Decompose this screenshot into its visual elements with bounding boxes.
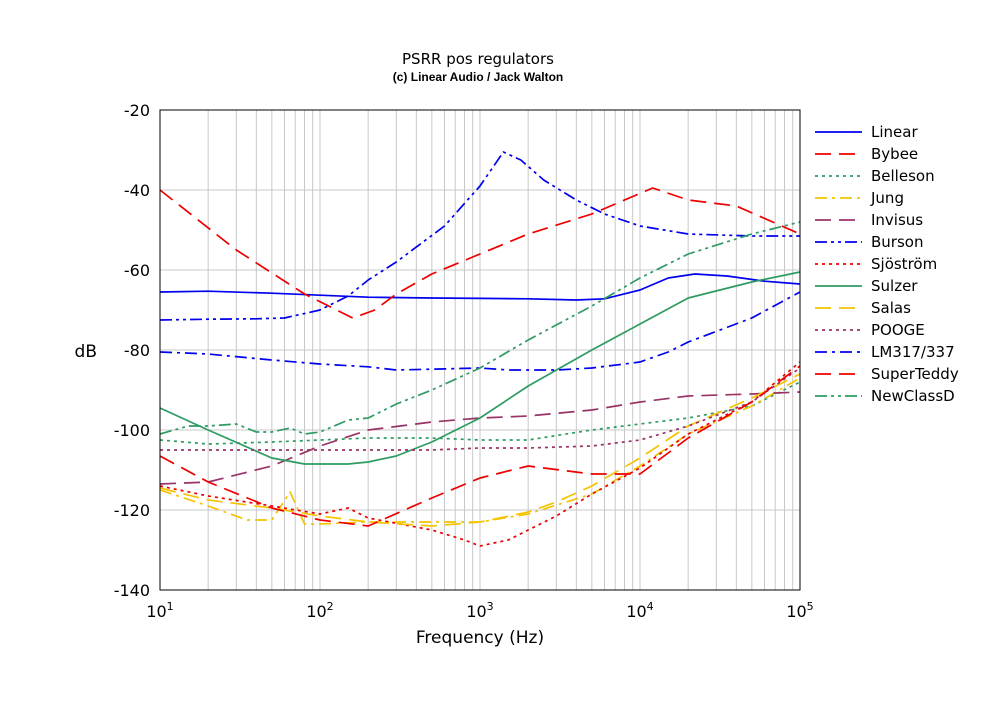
y-tick-label: -40 <box>124 181 150 200</box>
legend: Linear Bybee Belleson Jung Invisus Burson Sjös… <box>815 123 959 405</box>
y-tick-label: -100 <box>114 421 150 440</box>
series-line-newclassd <box>159 221 801 435</box>
series-line-bybee <box>159 187 801 319</box>
series-layer <box>159 151 801 547</box>
legend-label: Belleson <box>871 167 935 185</box>
x-tick-label: 103 <box>466 600 493 621</box>
y-tick-label: -140 <box>114 581 150 600</box>
y-tick-labels: -140 -120 -100 -80 -60 -40 -20 <box>114 101 150 600</box>
legend-label: Jung <box>870 189 904 207</box>
x-tick-label: 105 <box>786 600 813 621</box>
legend-label: Salas <box>871 299 911 317</box>
series-line-linear <box>159 273 801 301</box>
x-tick-label: 102 <box>306 600 333 621</box>
legend-label: Sulzer <box>871 277 918 295</box>
legend-label: LM317/337 <box>871 343 955 361</box>
legend-label: Bybee <box>871 145 918 163</box>
legend-label: Linear <box>871 123 918 141</box>
series-line-sj-str-m <box>159 361 801 547</box>
legend-label: SuperTeddy <box>871 365 959 383</box>
chart-title: PSRR pos regulators <box>402 50 554 68</box>
y-tick-label: -80 <box>124 341 150 360</box>
y-tick-label: -120 <box>114 501 150 520</box>
series-line-burson <box>159 151 800 321</box>
x-tick-label: 101 <box>146 600 173 621</box>
y-axis-label: dB <box>75 342 97 362</box>
legend-label: POOGE <box>871 321 925 339</box>
x-tick-labels: 101 102 103 104 105 <box>146 600 813 621</box>
series-line-lm317-337 <box>159 291 801 371</box>
legend-label: Sjöström <box>871 255 937 273</box>
legend-label: Burson <box>871 233 923 251</box>
x-tick-label: 104 <box>626 600 653 621</box>
plot-frame <box>159 109 801 591</box>
series-line-invisus <box>159 391 801 485</box>
legend-label: Invisus <box>871 211 923 229</box>
series-line-jung <box>159 377 801 525</box>
y-tick-label: -20 <box>124 101 150 120</box>
x-axis-label: Frequency (Hz) <box>416 628 544 648</box>
series-line-superteddy <box>159 365 801 527</box>
legend-label: NewClassD <box>871 387 955 405</box>
y-tick-label: -60 <box>124 261 150 280</box>
chart-subtitle: (c) Linear Audio / Jack Walton <box>393 70 563 84</box>
series-line-sulzer <box>159 271 801 465</box>
